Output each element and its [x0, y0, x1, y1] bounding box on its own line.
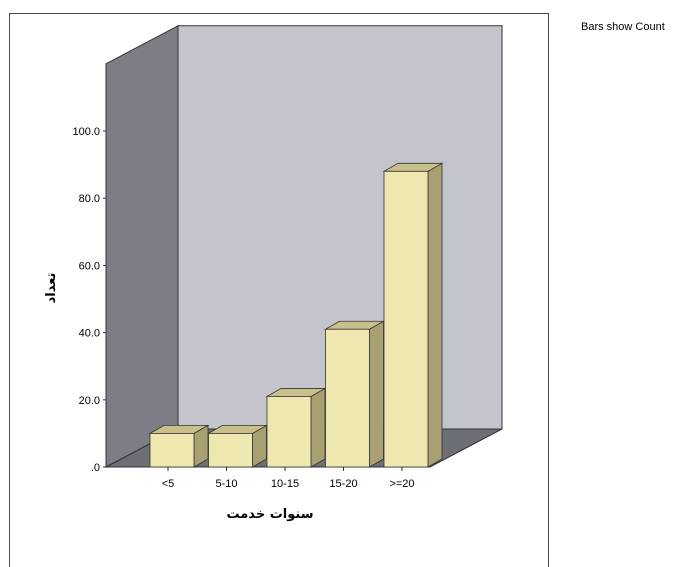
y-tick-label: 80.0	[79, 193, 100, 205]
bar	[323, 320, 386, 468]
side-wall	[105, 24, 179, 468]
y-tick-label: 20.0	[79, 395, 100, 407]
bar-front	[149, 432, 195, 468]
y-tick-label: 40.0	[79, 328, 100, 340]
x-axis-label: سنوات خدمت	[227, 507, 314, 522]
y-tick-label: .0	[91, 462, 100, 474]
bar-front	[266, 396, 312, 468]
x-tick-label: <5	[162, 478, 175, 490]
x-tick-label: 5-10	[215, 478, 237, 490]
bar	[148, 424, 210, 468]
bar-side	[427, 162, 443, 468]
bar-side	[310, 387, 326, 468]
y-tick-label: 60.0	[79, 260, 100, 272]
bar	[265, 387, 327, 468]
bar-front	[325, 328, 370, 468]
x-tick-label: 15-20	[329, 478, 357, 490]
y-tick-label: 100.0	[72, 126, 100, 138]
bar	[206, 424, 269, 468]
bars	[148, 162, 444, 468]
bar	[382, 162, 444, 468]
chart-note: Bars show Count	[581, 21, 665, 33]
x-axis-ticks: <5 5-10 10-15 15-20 >=20	[162, 467, 415, 490]
x-tick-label: 10-15	[271, 478, 299, 490]
y-axis-ticks: .0 20.0 40.0 60.0 80.0 100.0	[72, 126, 106, 474]
bar-front	[383, 170, 429, 468]
y-axis-label: تعداد	[44, 273, 59, 304]
bar-front	[208, 432, 253, 468]
x-tick-label: >=20	[389, 478, 414, 490]
bar-side	[369, 320, 384, 468]
